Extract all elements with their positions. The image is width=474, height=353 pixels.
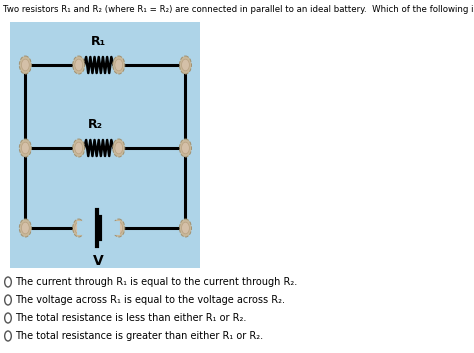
Circle shape	[73, 139, 85, 157]
Text: Two resistors R₁ and R₂ (where R₁ = R₂) are connected in parallel to an ideal ba: Two resistors R₁ and R₂ (where R₁ = R₂) …	[3, 5, 474, 14]
Circle shape	[75, 222, 82, 234]
Circle shape	[180, 56, 191, 74]
Circle shape	[21, 142, 29, 154]
Text: The current through R₁ is equal to the current through R₂.: The current through R₁ is equal to the c…	[15, 277, 297, 287]
Circle shape	[5, 277, 11, 287]
Circle shape	[113, 56, 125, 74]
Circle shape	[21, 59, 29, 71]
Text: V: V	[93, 254, 104, 268]
Text: R₁: R₁	[91, 35, 106, 48]
Circle shape	[73, 56, 85, 74]
Circle shape	[75, 142, 82, 154]
Circle shape	[182, 142, 190, 154]
Circle shape	[19, 139, 31, 157]
Circle shape	[115, 142, 123, 154]
Circle shape	[182, 222, 190, 234]
Circle shape	[5, 313, 11, 323]
Text: The total resistance is greater than either R₁ or R₂.: The total resistance is greater than eit…	[15, 331, 263, 341]
Text: The voltage across R₁ is equal to the voltage across R₂.: The voltage across R₁ is equal to the vo…	[15, 295, 285, 305]
Circle shape	[113, 219, 125, 237]
Circle shape	[182, 59, 190, 71]
Circle shape	[73, 219, 85, 237]
Circle shape	[5, 295, 11, 305]
Circle shape	[115, 222, 123, 234]
Circle shape	[5, 331, 11, 341]
Circle shape	[180, 219, 191, 237]
Circle shape	[180, 139, 191, 157]
Circle shape	[75, 59, 82, 71]
Text: The total resistance is less than either R₁ or R₂.: The total resistance is less than either…	[15, 313, 246, 323]
FancyBboxPatch shape	[10, 22, 200, 268]
Circle shape	[21, 222, 29, 234]
Circle shape	[19, 56, 31, 74]
Text: R₂: R₂	[88, 118, 103, 131]
Circle shape	[115, 59, 123, 71]
Circle shape	[113, 139, 125, 157]
Circle shape	[19, 219, 31, 237]
